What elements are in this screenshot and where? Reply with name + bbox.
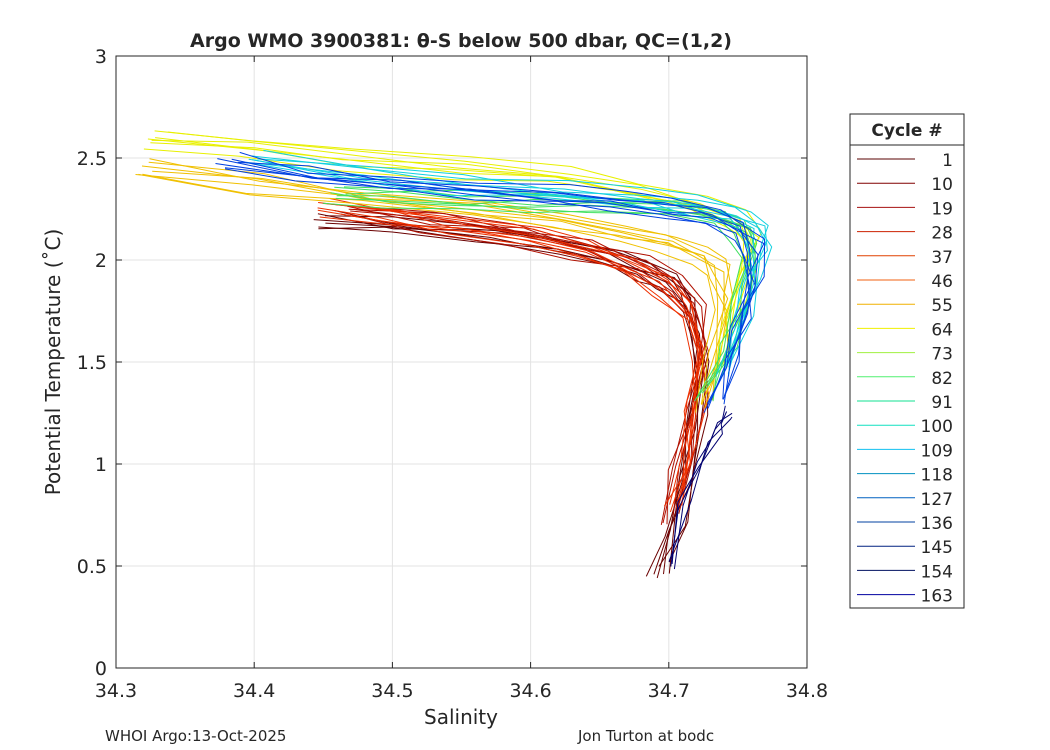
legend-label: 163	[921, 587, 953, 607]
legend-entries: 1 10 19 28 37 46 55 64 73 82 91 100 109 118 127 136 145 1…	[857, 151, 953, 607]
series-line	[239, 151, 766, 397]
series-line	[215, 163, 756, 413]
legend-label: 28	[931, 224, 953, 244]
y-tick-label: 1.5	[77, 352, 107, 374]
y-tick-label: 2.5	[77, 148, 107, 170]
x-tick-label: 34.5	[371, 680, 413, 702]
legend-label: 19	[931, 199, 953, 219]
legend-label: 91	[931, 393, 953, 413]
series-line	[244, 161, 752, 376]
legend-entry: 46	[857, 272, 953, 292]
legend-entry: 154	[857, 562, 953, 582]
legend-entry: 145	[857, 538, 953, 558]
legend-entry: 28	[857, 224, 953, 244]
x-tick-label: 34.8	[786, 680, 828, 702]
legend-label: 127	[921, 490, 953, 510]
series-line	[673, 412, 733, 570]
series-line	[148, 161, 731, 405]
y-tick-label: 0.5	[77, 556, 107, 578]
legend-entry: 136	[857, 514, 953, 534]
legend-entry: 19	[857, 199, 953, 219]
y-tick-label: 3	[95, 46, 107, 68]
legend-entry: 1	[857, 151, 953, 171]
y-tick-label: 2	[95, 250, 107, 272]
series-line	[231, 158, 765, 400]
x-ticks: 34.3 34.4 34.5 34.6 34.7 34.8	[95, 56, 828, 702]
legend-entry: 127	[857, 490, 953, 510]
series-line	[668, 405, 726, 562]
legend-title: Cycle #	[871, 121, 942, 141]
legend-label: 136	[921, 514, 953, 534]
series-line	[322, 202, 710, 502]
legend-label: 118	[921, 466, 953, 486]
legend-label: 55	[931, 296, 953, 316]
footer-left: WHOI Argo:13-Oct-2025	[105, 727, 286, 745]
y-tick-label: 0	[95, 658, 107, 680]
y-tick-label: 1	[95, 454, 107, 476]
series-line	[329, 198, 702, 498]
legend-label: 109	[921, 441, 953, 461]
x-tick-label: 34.4	[233, 680, 275, 702]
legend-label: 73	[931, 345, 953, 365]
legend-entry: 64	[857, 320, 953, 340]
legend-entry: 100	[857, 417, 953, 437]
y-ticks: 0 0.5 1 1.5 2 2.5 3	[77, 46, 807, 680]
legend-label: 46	[931, 272, 953, 292]
series-line	[317, 209, 699, 509]
legend-entry: 118	[857, 466, 953, 486]
series-line	[319, 216, 697, 513]
legend-label: 1	[942, 151, 953, 171]
legend-label: 37	[931, 248, 953, 268]
series-line	[224, 168, 751, 409]
series-line	[355, 209, 705, 524]
legend-box	[849, 113, 965, 609]
series-line	[318, 202, 702, 505]
series-line	[263, 149, 769, 367]
x-tick-label: 34.7	[648, 680, 690, 702]
legend-label: 82	[931, 369, 953, 389]
series-line	[149, 158, 733, 393]
x-tick-label: 34.3	[95, 680, 137, 702]
footer-right: Jon Turton at bodc	[577, 727, 714, 745]
legend-label: 10	[931, 175, 953, 195]
y-axis-label: Potential Temperature (˚C)	[41, 229, 65, 496]
legend-entry: 163	[857, 587, 953, 607]
series-line	[217, 158, 752, 400]
series-line	[670, 416, 733, 567]
series-line	[138, 173, 716, 413]
series-line	[151, 139, 760, 366]
legend-entry: 37	[857, 248, 953, 268]
series-line	[248, 158, 768, 377]
x-tick-label: 34.6	[509, 680, 551, 702]
legend: Cycle # 1 10 19 28 37 46 55 64 73 82 91 100 109 118 12…	[849, 113, 965, 609]
legend-label: 145	[921, 538, 953, 558]
legend-entry: 91	[857, 393, 953, 413]
series-line	[224, 167, 759, 404]
series-line	[671, 411, 728, 564]
series-line	[257, 158, 767, 367]
series-line	[350, 210, 706, 512]
legend-label: 64	[931, 320, 953, 340]
series-line	[334, 210, 709, 567]
legend-entry: 109	[857, 441, 953, 461]
chart-title: Argo WMO 3900381: θ-S below 500 dbar, QC…	[190, 30, 732, 52]
legend-entry: 55	[857, 296, 953, 316]
legend-entry: 82	[857, 369, 953, 389]
series-line	[351, 205, 707, 514]
legend-entry: 10	[857, 175, 953, 195]
x-axis-label: Salinity	[424, 705, 498, 729]
legend-label: 100	[921, 417, 953, 437]
series-line	[322, 202, 743, 402]
plot-lines	[135, 130, 773, 579]
legend-label: 154	[921, 562, 953, 582]
series-line	[237, 161, 752, 405]
legend-entry: 73	[857, 345, 953, 365]
